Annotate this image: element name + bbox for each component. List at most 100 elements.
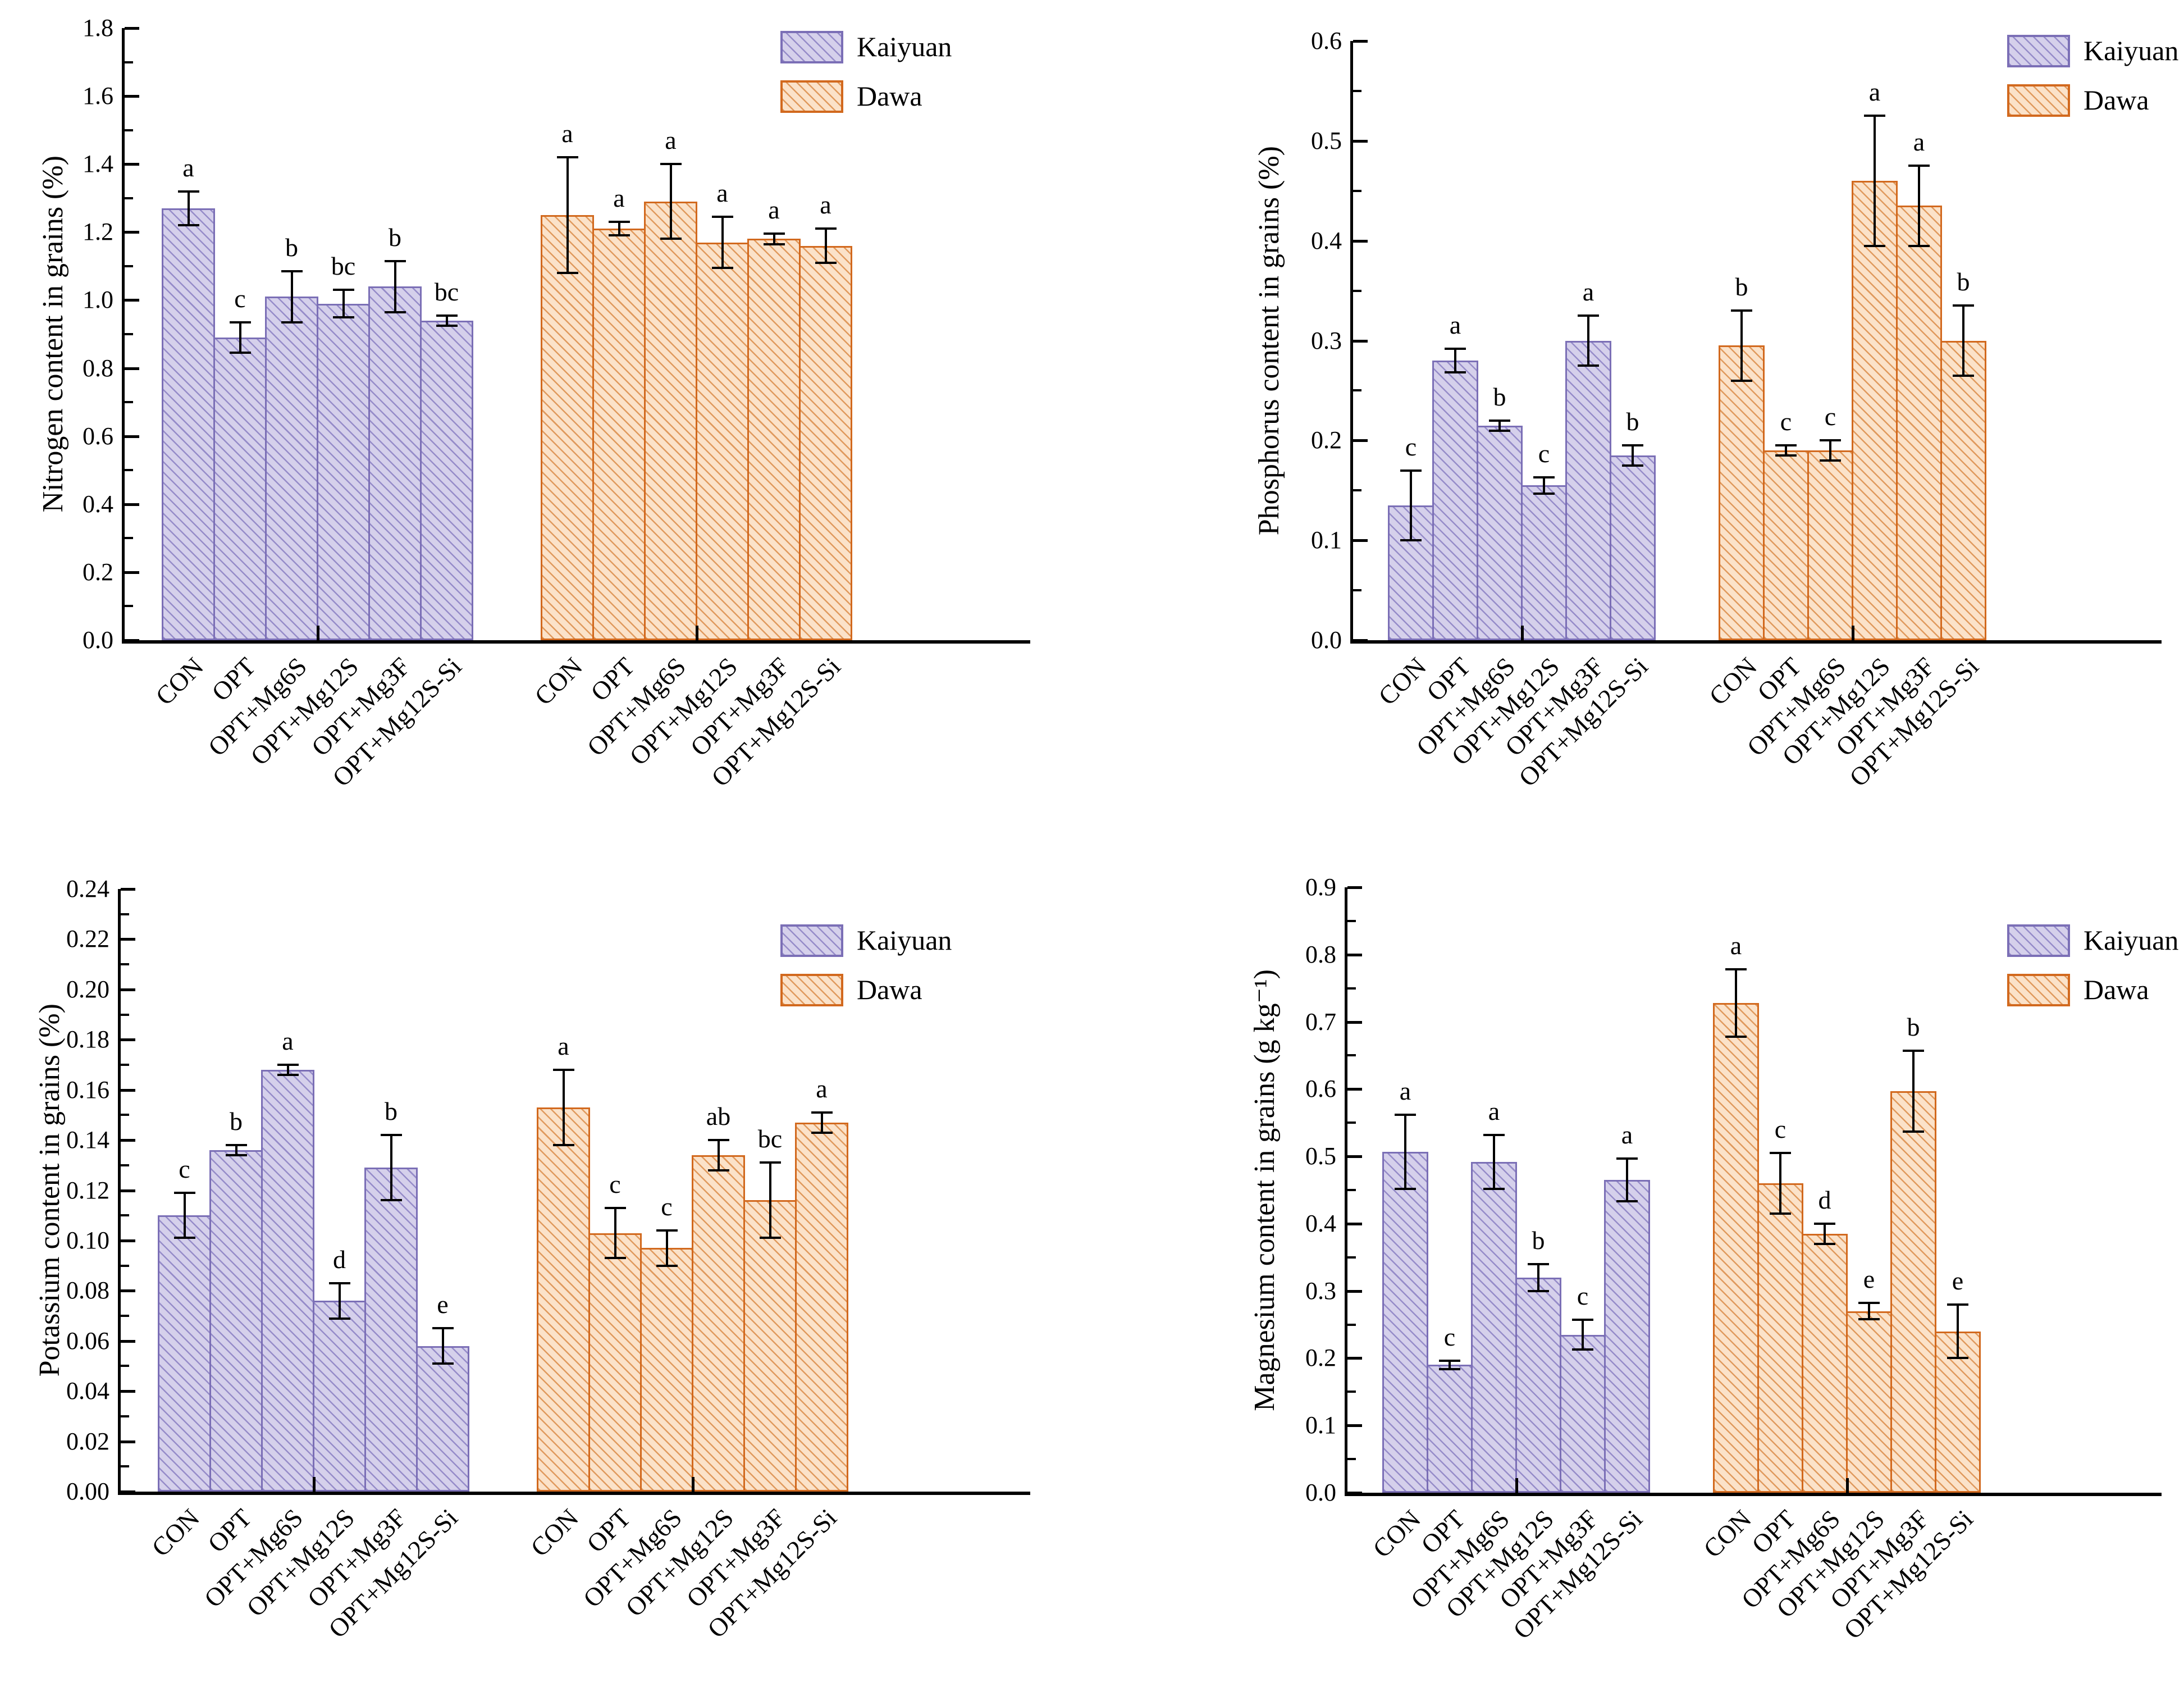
error-bar-cap-top — [552, 1068, 574, 1071]
error-bar-cap-bottom — [1814, 1242, 1835, 1245]
y-major-tick — [1347, 1222, 1362, 1225]
bar-dawa-3 — [644, 201, 697, 640]
x-axis-line — [1350, 640, 2162, 644]
y-major-tick — [121, 988, 135, 991]
error-bar-line — [1962, 306, 1964, 376]
legend-swatch-kaiyuan — [780, 924, 843, 957]
error-bar-cap-bottom — [1725, 1035, 1747, 1038]
y-major-tick — [1353, 539, 1368, 542]
error-bar-line — [235, 1145, 237, 1155]
sig-letter: d — [333, 1244, 346, 1274]
y-minor-tick — [125, 537, 133, 540]
bar-kaiyuan-1 — [162, 208, 215, 640]
sig-letter: b — [385, 1097, 397, 1126]
error-bar-cap-bottom — [173, 1237, 195, 1239]
bar-dawa-4 — [1846, 1311, 1892, 1493]
bar-dawa-3 — [1807, 450, 1853, 640]
error-bar-line — [441, 1328, 444, 1364]
error-bar-cap-top — [1858, 1302, 1880, 1305]
y-minor-tick — [121, 1264, 129, 1267]
error-bar-line — [1404, 1114, 1406, 1189]
error-bar-cap-top — [328, 1282, 350, 1284]
error-bar-cap-bottom — [1572, 1348, 1593, 1351]
legend-swatch-dawa — [780, 974, 843, 1006]
error-bar-cap-top — [711, 216, 733, 218]
error-bar-cap-bottom — [1395, 1187, 1416, 1190]
x-major-tick — [691, 1477, 695, 1492]
error-bar-cap-top — [332, 289, 354, 291]
x-major-tick — [1851, 626, 1854, 640]
y-minor-tick — [1347, 919, 1356, 922]
y-major-tick — [1353, 40, 1368, 43]
error-bar-line — [824, 229, 827, 263]
error-bar-line — [717, 1140, 720, 1170]
sig-letter: e — [437, 1290, 449, 1319]
x-major-tick — [1845, 1478, 1849, 1493]
bar-kaiyuan-3 — [1477, 425, 1523, 640]
error-bar-line — [1912, 1051, 1915, 1132]
error-bar-line — [390, 1135, 392, 1201]
error-bar-cap-bottom — [711, 266, 733, 269]
y-tick-label: 0.2 — [83, 558, 113, 586]
y-major-tick — [1353, 139, 1368, 143]
error-bar-line — [1493, 1134, 1495, 1189]
x-axis-line — [122, 640, 1030, 644]
bar-kaiyuan-4 — [1515, 1277, 1561, 1493]
sig-letter: b — [1735, 272, 1748, 302]
sig-letter: a — [1621, 1120, 1633, 1149]
error-bar-cap-bottom — [556, 272, 578, 274]
y-tick-label: 0.5 — [1311, 126, 1342, 154]
y-tick-label: 1.4 — [83, 150, 113, 178]
error-bar-cap-top — [759, 1161, 781, 1164]
sig-letter: c — [1538, 439, 1550, 468]
error-bar-line — [1626, 1158, 1628, 1202]
y-major-tick — [1347, 886, 1362, 889]
error-bar-cap-top — [608, 221, 630, 224]
error-bar-cap-top — [1953, 304, 1974, 307]
error-bar-cap-bottom — [1903, 1130, 1924, 1133]
y-minor-tick — [1353, 89, 1361, 92]
error-bar-line — [1957, 1304, 1959, 1358]
y-tick-label: 0.4 — [1311, 226, 1342, 254]
error-bar-line — [1740, 311, 1743, 381]
y-tick-label: 0.0 — [1311, 626, 1342, 654]
y-minor-tick — [121, 1365, 129, 1367]
error-bar-line — [769, 1162, 771, 1238]
y-minor-tick — [1347, 1458, 1356, 1461]
error-bar-cap-bottom — [1770, 1212, 1791, 1215]
error-bar-line — [721, 217, 724, 268]
sig-letter: a — [558, 1031, 569, 1060]
error-bar-cap-top — [281, 270, 303, 272]
x-major-tick — [1520, 626, 1524, 640]
y-minor-tick — [125, 605, 133, 608]
legend-swatch-dawa — [2007, 84, 2070, 117]
error-bar-line — [290, 271, 293, 322]
error-bar-cap-top — [556, 156, 578, 159]
y-major-tick — [121, 1339, 135, 1343]
error-bar-cap-top — [1528, 1262, 1549, 1265]
bar-kaiyuan-6 — [416, 1346, 469, 1492]
y-major-tick — [1347, 1088, 1362, 1091]
y-axis-title-box: Magnesium content in grains (g kg⁻¹) — [1231, 887, 1299, 1493]
x-tick-label: CON — [1373, 651, 1432, 711]
error-bar-cap-top — [1533, 476, 1555, 479]
sig-letter: b — [1957, 267, 1970, 297]
y-tick-label: 0.02 — [66, 1427, 109, 1455]
panel-phosphorus: Phosphorus content in grains (%) 0.0 0.1 0… — [1092, 0, 2184, 853]
bar-dawa-2 — [1763, 450, 1809, 640]
y-major-tick — [125, 95, 139, 98]
y-tick-label: 0.22 — [66, 925, 109, 953]
sig-letter: c — [609, 1169, 621, 1198]
error-bar-cap-bottom — [1533, 492, 1555, 495]
sig-letter: b — [389, 222, 401, 252]
y-major-tick — [1347, 1357, 1362, 1360]
sig-letter: e — [1863, 1265, 1875, 1294]
y-major-tick — [1347, 953, 1362, 956]
y-tick-label: 0.24 — [66, 875, 109, 902]
error-bar-line — [566, 157, 569, 273]
x-tick-label: CON — [529, 651, 588, 711]
y-minor-tick — [125, 469, 133, 472]
sig-letter: bc — [434, 277, 459, 306]
bar-kaiyuan-6 — [1604, 1180, 1650, 1493]
